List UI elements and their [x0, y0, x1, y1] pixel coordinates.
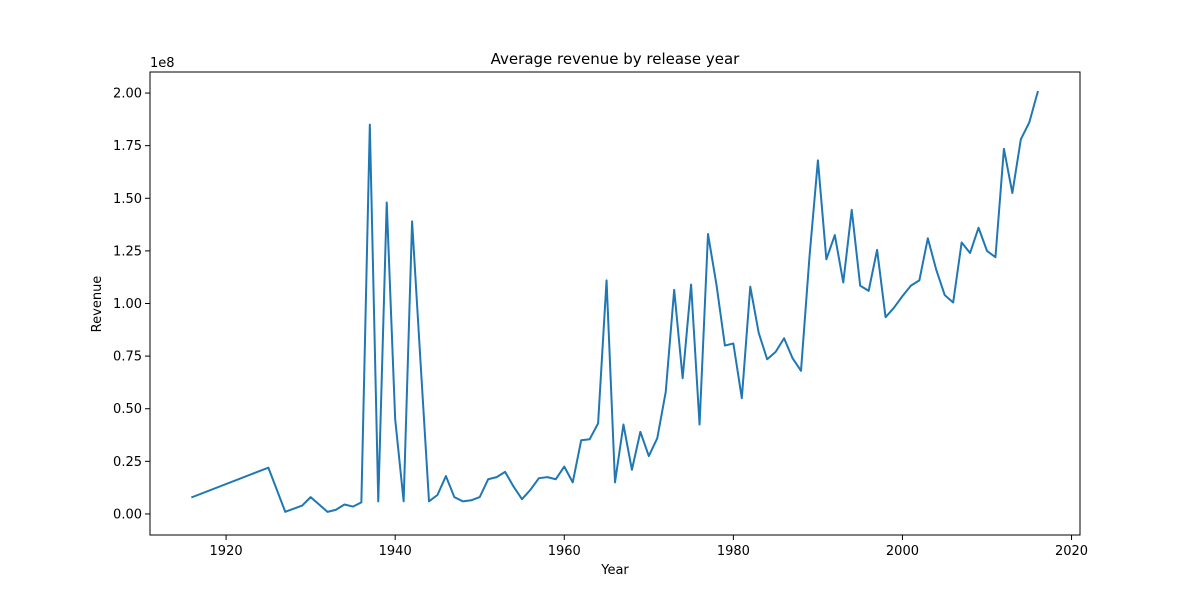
x-tick-label: 1920: [210, 544, 243, 559]
y-tick-label: 0.75: [113, 350, 142, 365]
plot-area: 1920 1940 1960 1980 2000 2020 0.00 0.25 0.50 0.75…: [113, 87, 1088, 559]
y-axis-label: Revenue: [90, 276, 105, 333]
x-tick-label: 1960: [548, 544, 581, 559]
y-tick-label: 0.00: [113, 507, 142, 522]
x-tick-label: 2000: [886, 544, 919, 559]
x-tick-label: 2020: [1055, 544, 1088, 559]
x-tick-label: 1940: [379, 544, 412, 559]
x-axis-label: Year: [600, 563, 629, 578]
y-tick-label: 1.00: [113, 297, 142, 312]
y-tick-label: 1.25: [113, 244, 142, 259]
y-offset-label: 1e8: [150, 56, 175, 71]
y-tick-label: 0.25: [113, 455, 142, 470]
y-tick-label: 1.50: [113, 192, 142, 207]
axes-frame: [149, 71, 1081, 536]
revenue-series-line: [190, 90, 1039, 513]
y-tick-label: 2.00: [113, 87, 142, 102]
y-tick-label: 0.50: [113, 402, 142, 417]
y-tick-label: 1.75: [113, 139, 142, 154]
x-tick-label: 1980: [717, 544, 750, 559]
chart-title: Average revenue by release year: [491, 50, 740, 68]
